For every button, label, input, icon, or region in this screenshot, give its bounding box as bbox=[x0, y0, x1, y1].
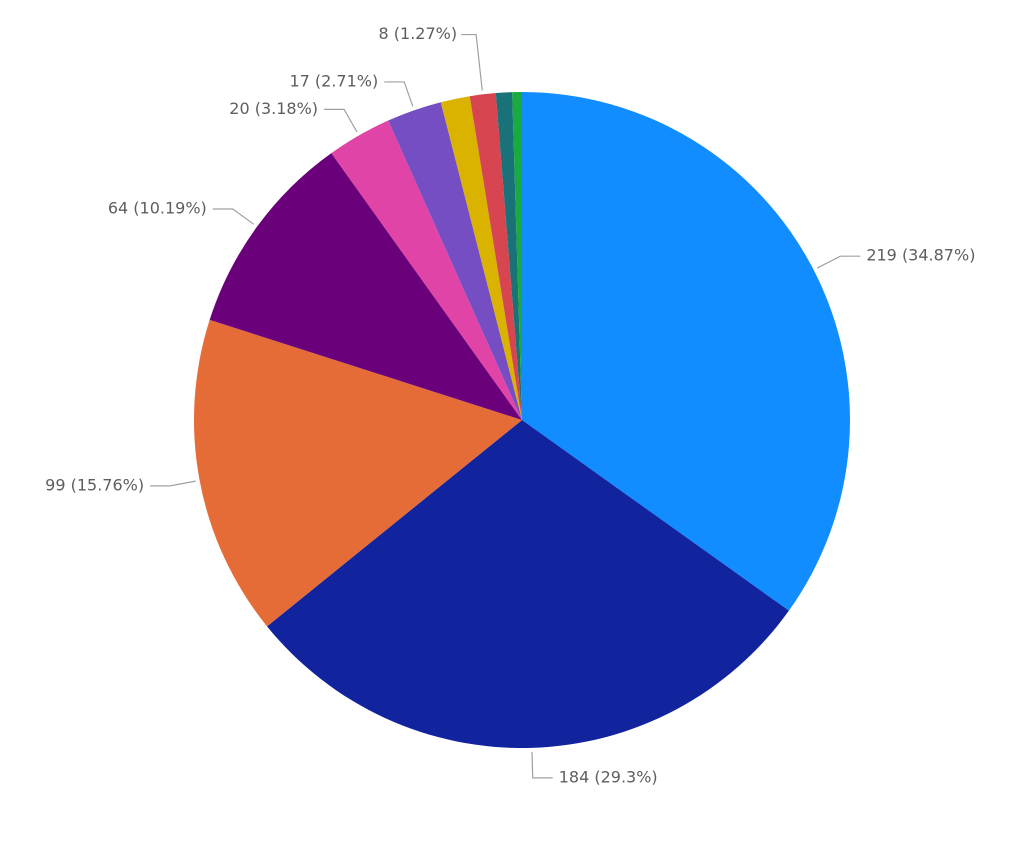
leader-line bbox=[384, 81, 414, 107]
pie-slice bbox=[512, 92, 522, 420]
data-label: 64 (10.19%) bbox=[108, 198, 207, 217]
leader-line bbox=[212, 208, 255, 225]
pie-slice bbox=[267, 420, 789, 748]
pie-slice bbox=[495, 92, 522, 420]
pie-slice bbox=[388, 102, 522, 420]
pie-slice bbox=[331, 120, 522, 420]
data-label: 219 (34.87%) bbox=[866, 246, 975, 265]
leader-line bbox=[150, 480, 196, 487]
pie-slice bbox=[440, 96, 522, 420]
pie-slice bbox=[209, 153, 522, 420]
leader-line bbox=[461, 33, 483, 91]
leader-line bbox=[531, 751, 553, 779]
data-label: 99 (15.76%) bbox=[45, 475, 144, 494]
pie-slice bbox=[522, 92, 850, 611]
leader-line bbox=[324, 108, 358, 133]
pie-slice bbox=[469, 93, 522, 420]
leader-line bbox=[816, 255, 861, 269]
data-label: 8 (1.27%) bbox=[379, 24, 458, 43]
data-label: 184 (29.3%) bbox=[559, 767, 658, 786]
pie-slice bbox=[193, 319, 522, 627]
data-label: 17 (2.71%) bbox=[289, 71, 378, 90]
data-label: 20 (3.18%) bbox=[229, 99, 318, 118]
